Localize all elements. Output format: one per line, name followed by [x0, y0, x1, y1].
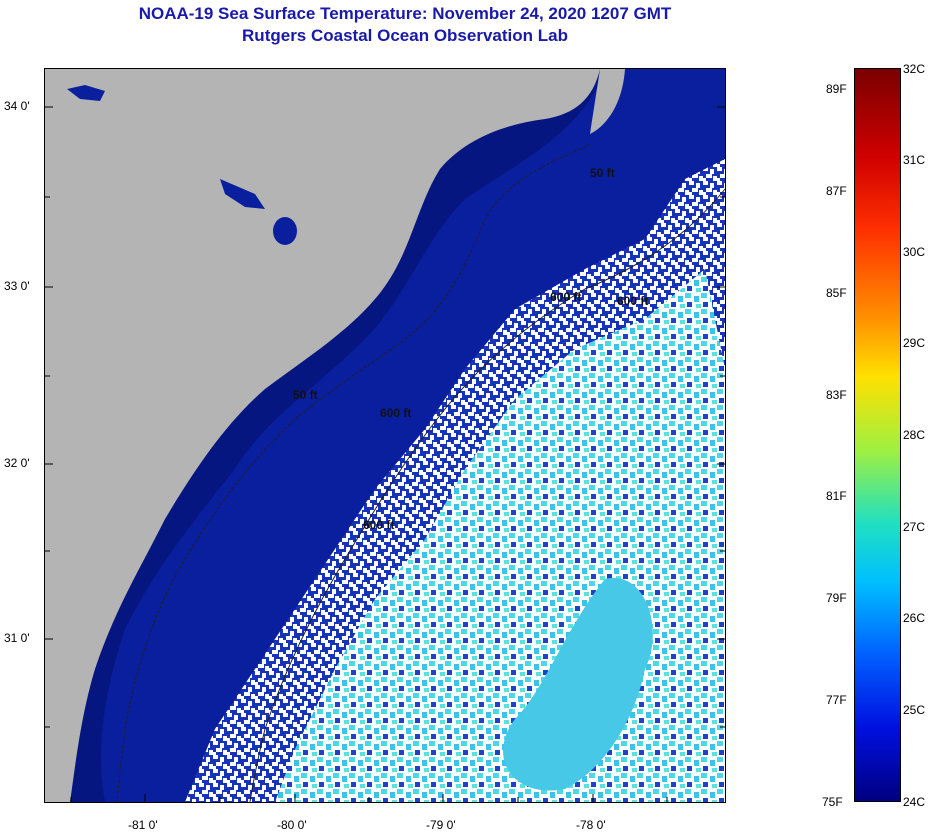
fahrenheit-label: 87F	[826, 184, 847, 198]
land-area	[45, 69, 600, 802]
lat-label: 31 0'	[4, 631, 30, 645]
celsius-label: 29C	[903, 336, 926, 350]
inland-lake	[220, 179, 265, 209]
warm-eddy	[503, 577, 653, 791]
celsius-label: 31C	[903, 153, 926, 167]
contour-label: 600 ft	[550, 290, 581, 304]
fahrenheit-label: 83F	[826, 388, 847, 402]
sst-map: 50 ft 50 ft 600 ft 600 ft 600 ft 600 ft	[44, 68, 726, 803]
celsius-label: 28C	[903, 428, 926, 442]
fahrenheit-label: 89F	[826, 82, 847, 96]
lon-label: -80 0'	[277, 818, 307, 832]
contour-label: 600 ft	[617, 294, 648, 308]
lon-ticks	[70, 794, 668, 802]
map-subtitle: Rutgers Coastal Ocean Observation Lab	[242, 26, 568, 45]
lat-ticks	[45, 106, 725, 728]
contour-label: 600 ft	[363, 518, 394, 532]
inland-lake	[67, 85, 105, 101]
fahrenheit-label: 75F	[822, 795, 843, 809]
cape-land	[590, 69, 625, 134]
celsius-label: 26C	[903, 611, 926, 625]
contour-600ft	[249, 188, 726, 803]
contour-label: 50 ft	[590, 166, 615, 180]
lat-label: 34 0'	[4, 99, 30, 113]
lon-label: -78 0'	[576, 818, 606, 832]
lon-label: -81 0'	[128, 818, 158, 832]
celsius-label: 32C	[903, 62, 926, 76]
lat-label: 33 0'	[4, 279, 30, 293]
contour-label: 50 ft	[293, 388, 318, 402]
celsius-label: 25C	[903, 703, 926, 717]
celsius-label: 24C	[903, 795, 926, 809]
lat-label: 32 0'	[4, 456, 30, 470]
celsius-label: 27C	[903, 520, 926, 534]
lon-label: -79 0'	[426, 818, 456, 832]
fahrenheit-label: 85F	[826, 286, 847, 300]
map-title: NOAA-19 Sea Surface Temperature: Novembe…	[138, 4, 672, 23]
temperature-colorbar	[854, 68, 901, 802]
inland-lake	[273, 217, 297, 245]
fahrenheit-label: 79F	[826, 591, 847, 605]
fahrenheit-label: 81F	[826, 489, 847, 503]
sst-map-canvas: 50 ft 50 ft 600 ft 600 ft 600 ft 600 ft	[45, 69, 726, 803]
contour-50ft	[116, 143, 591, 803]
contour-label: 600 ft	[380, 406, 411, 420]
fahrenheit-label: 77F	[826, 693, 847, 707]
celsius-label: 30C	[903, 245, 926, 259]
